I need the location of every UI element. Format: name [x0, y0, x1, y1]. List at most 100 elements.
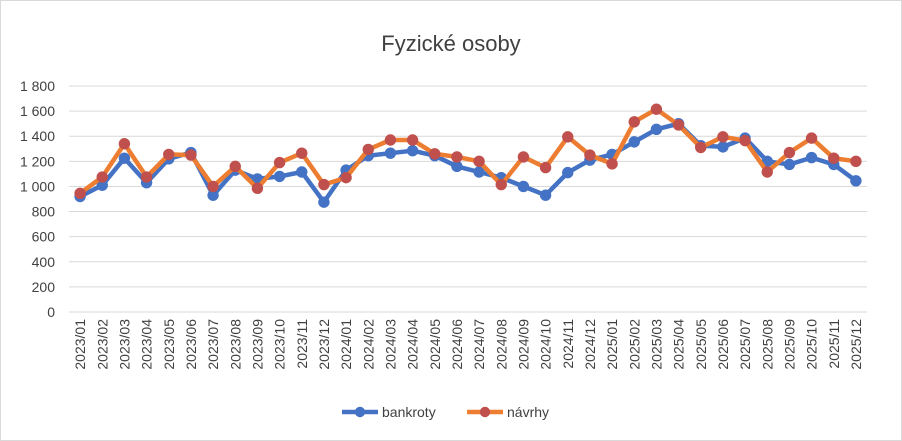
data-point	[739, 134, 751, 147]
data-point	[318, 196, 330, 208]
data-point	[783, 146, 796, 159]
x-tick-label: 2025/05	[693, 319, 709, 370]
data-point	[406, 144, 419, 157]
data-point	[761, 166, 773, 178]
x-tick-label: 2025/09	[781, 319, 797, 370]
x-tick-label: 2023/05	[161, 319, 177, 370]
x-tick-label: 2025/07	[737, 319, 753, 370]
data-point	[695, 141, 707, 154]
x-tick-label: 2025/08	[759, 319, 775, 370]
x-tick-label: 2025/01	[604, 319, 620, 370]
data-point	[296, 166, 308, 178]
y-tick-label: 1 000	[20, 178, 55, 194]
x-tick-label: 2023/02	[94, 319, 110, 370]
data-point	[584, 149, 596, 161]
data-point	[850, 155, 862, 168]
x-axis-ticks: 2023/01 2023/02 2023/03 2023/04 2023/05 2023/…	[72, 319, 864, 370]
data-point	[517, 151, 530, 163]
data-point	[717, 131, 729, 143]
chart-title: Fyzické osoby	[381, 31, 520, 56]
data-point	[429, 148, 441, 160]
data-point	[517, 180, 530, 193]
legend-entry: návrhy	[467, 404, 549, 420]
data-point	[207, 180, 219, 193]
legend-swatch-marker	[354, 406, 366, 418]
data-point	[473, 155, 485, 168]
data-point	[96, 171, 108, 183]
data-point	[606, 158, 618, 170]
legend-label: bankroty	[382, 404, 436, 420]
y-tick-label: 800	[32, 204, 56, 220]
x-tick-label: 2025/06	[715, 319, 731, 370]
data-point	[118, 152, 131, 164]
x-tick-label: 2025/12	[848, 319, 864, 370]
data-point	[562, 131, 574, 143]
y-tick-label: 400	[32, 254, 56, 270]
y-tick-label: 200	[32, 279, 56, 295]
data-point	[805, 151, 818, 164]
gridlines	[69, 85, 867, 313]
x-tick-label: 2025/02	[626, 319, 642, 370]
x-tick-label: 2024/02	[360, 319, 376, 370]
x-tick-label: 2023/06	[183, 319, 199, 370]
series-1	[74, 103, 862, 200]
x-tick-label: 2023/11	[294, 319, 310, 369]
x-tick-label: 2023/04	[139, 319, 155, 370]
x-tick-label: 2024/04	[405, 319, 421, 370]
y-tick-label: 1 200	[20, 153, 55, 169]
data-point	[362, 143, 374, 156]
data-point	[74, 187, 86, 200]
data-point	[340, 171, 352, 184]
data-point	[273, 156, 286, 169]
y-tick-label: 600	[32, 229, 56, 245]
x-tick-label: 2024/12	[582, 319, 598, 370]
data-point	[672, 119, 685, 131]
data-point	[473, 166, 485, 178]
y-axis-ticks: 0 200 400 600 800 1 000 1 200 1 400 1 600 1 800	[20, 78, 55, 320]
data-point	[628, 136, 640, 148]
data-point	[118, 138, 131, 150]
data-point	[650, 103, 663, 115]
data-point	[495, 178, 507, 191]
data-point	[805, 132, 818, 144]
x-tick-label: 2024/01	[338, 319, 354, 370]
data-point	[273, 170, 286, 183]
x-tick-label: 2023/09	[249, 319, 265, 370]
y-tick-label: 0	[47, 304, 55, 320]
y-tick-label: 1 800	[20, 78, 55, 94]
data-point	[539, 161, 552, 174]
legend-swatch-marker	[479, 406, 491, 418]
series-group	[74, 103, 862, 208]
data-point	[562, 166, 574, 179]
data-point	[140, 171, 153, 183]
x-tick-label: 2024/09	[515, 319, 531, 370]
x-tick-label: 2024/10	[538, 319, 554, 370]
y-tick-label: 1 600	[20, 103, 55, 119]
data-point	[828, 152, 840, 164]
x-tick-label: 2025/04	[671, 319, 687, 370]
data-point	[783, 158, 796, 171]
data-point	[296, 147, 308, 159]
x-tick-label: 2023/01	[72, 319, 88, 370]
data-point	[650, 123, 663, 136]
legend-label: návrhy	[507, 404, 549, 420]
x-tick-label: 2025/10	[804, 319, 820, 370]
data-point	[251, 182, 264, 195]
x-tick-label: 2023/07	[205, 319, 221, 370]
x-tick-label: 2024/11	[560, 319, 576, 369]
legend: bankroty návrhy	[342, 404, 549, 420]
data-point	[451, 160, 463, 173]
data-point	[451, 151, 463, 163]
x-tick-label: 2024/05	[427, 319, 443, 370]
x-tick-label: 2024/06	[449, 319, 465, 370]
data-point	[229, 160, 241, 173]
x-tick-label: 2024/03	[382, 319, 398, 370]
data-point	[850, 175, 862, 187]
x-tick-label: 2023/03	[116, 319, 132, 370]
y-tick-label: 1 400	[20, 128, 55, 144]
data-point	[163, 148, 175, 161]
data-point	[384, 147, 397, 159]
data-point	[628, 116, 640, 128]
series-line	[77, 106, 859, 196]
